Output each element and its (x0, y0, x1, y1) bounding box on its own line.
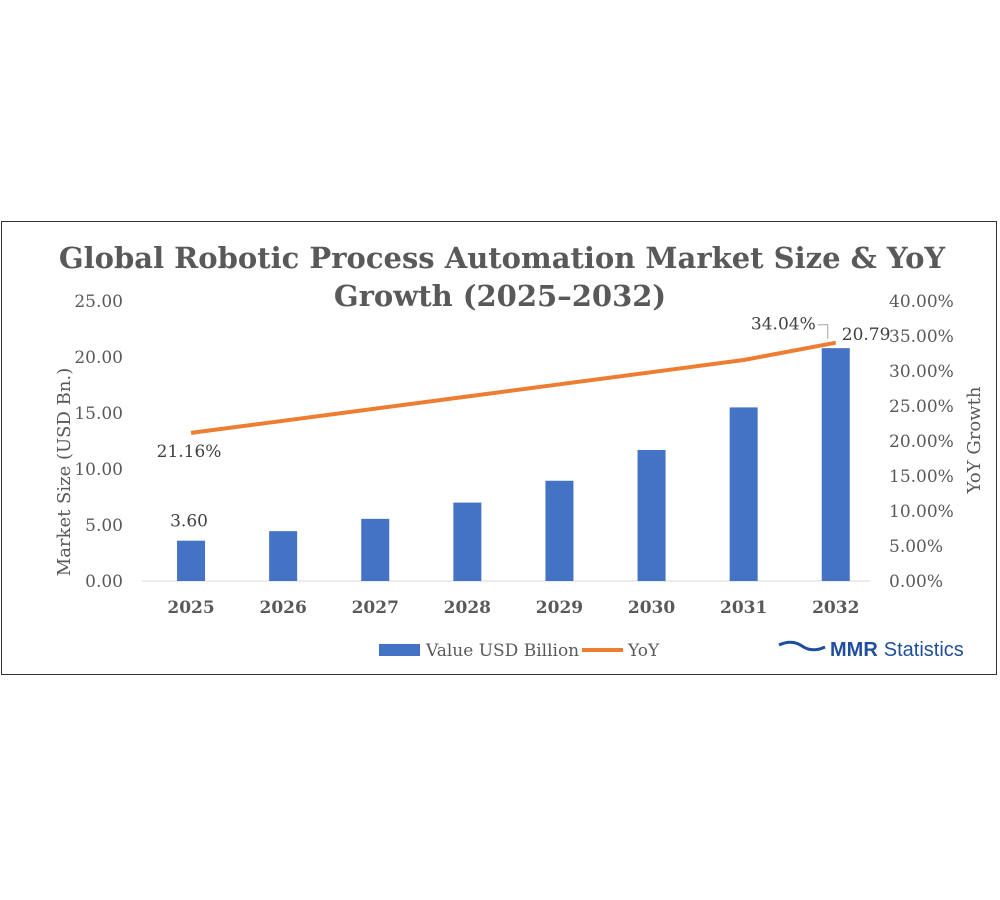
brand-name-rest: Statistics (884, 639, 964, 661)
right-tick-label: 30.00% (889, 362, 954, 382)
chart-title-line-2: Growth (2025–2032) (334, 279, 666, 313)
right-tick-label: 15.00% (889, 467, 954, 487)
bar-2032 (821, 348, 850, 581)
right-tick-label: 0.00% (889, 572, 943, 592)
bar-2029 (545, 480, 574, 581)
bar-series (177, 348, 850, 581)
right-tick-label: 25.00% (889, 397, 954, 417)
brand-name-bold: MMR (830, 639, 878, 661)
bar-2026 (269, 531, 298, 581)
category-label: 2032 (812, 598, 859, 618)
left-tick-label: 25.00 (74, 292, 123, 312)
bar-2028 (453, 502, 482, 581)
legend-label-line: YoY (627, 641, 660, 661)
bar-2027 (361, 518, 390, 581)
chart-frame: Global Robotic Process Automation Market… (1, 221, 997, 675)
left-tick-label: 10.00 (74, 460, 123, 480)
label-leader-line (817, 324, 829, 339)
right-tick-label: 5.00% (889, 537, 943, 557)
bar-2030 (637, 449, 666, 581)
bar-label-first: 3.60 (170, 512, 208, 532)
left-tick-label: 15.00 (74, 404, 123, 424)
combo-chart: Global Robotic Process Automation Market… (54, 241, 985, 661)
category-label: 2025 (167, 598, 214, 618)
legend-swatch-bar (379, 644, 420, 656)
left-tick-label: 20.00 (74, 348, 123, 368)
legend-label-bar: Value USD Billion (425, 641, 579, 661)
category-label: 2027 (352, 598, 399, 618)
category-label: 2028 (444, 598, 491, 618)
right-axis-ticks: 0.00% 5.00% 10.00% 15.00% 20.00% 25.00% 30.00%… (889, 292, 954, 592)
brand-name: MMR Statistics (830, 639, 964, 661)
left-tick-label: 5.00 (85, 516, 123, 536)
category-label: 2026 (259, 598, 306, 618)
category-labels: 2025 2026 2027 2028 2029 2030 2031 2032 (167, 598, 859, 618)
data-labels: 3.60 20.79 21.16% 34.04% (157, 315, 891, 532)
line-label-first: 21.16% (157, 442, 222, 462)
category-label: 2030 (628, 598, 675, 618)
bar-2025 (177, 540, 206, 581)
left-axis-ticks: 0.00 5.00 10.00 15.00 20.00 25.00 (74, 292, 123, 592)
brand-logo: MMR Statistics (778, 639, 964, 661)
legend: Value USD Billion YoY (379, 641, 660, 661)
category-label: 2029 (536, 598, 583, 618)
line-label-last: 34.04% (751, 315, 816, 335)
chart-title-line-1: Global Robotic Process Automation Market… (59, 241, 946, 275)
right-tick-label: 35.00% (889, 327, 954, 347)
right-tick-label: 40.00% (889, 292, 954, 312)
category-label: 2031 (720, 598, 767, 618)
bar-label-last: 20.79 (842, 325, 891, 345)
wave-icon (778, 640, 826, 652)
right-axis-title: YoY Growth (964, 386, 985, 494)
right-tick-label: 10.00% (889, 502, 954, 522)
right-tick-label: 20.00% (889, 432, 954, 452)
bar-2031 (729, 407, 758, 581)
left-tick-label: 0.00 (85, 572, 123, 592)
line-series-group (190, 340, 837, 435)
left-axis-title: Market Size (USD Bn.) (54, 368, 75, 576)
yoy-line (190, 340, 837, 435)
